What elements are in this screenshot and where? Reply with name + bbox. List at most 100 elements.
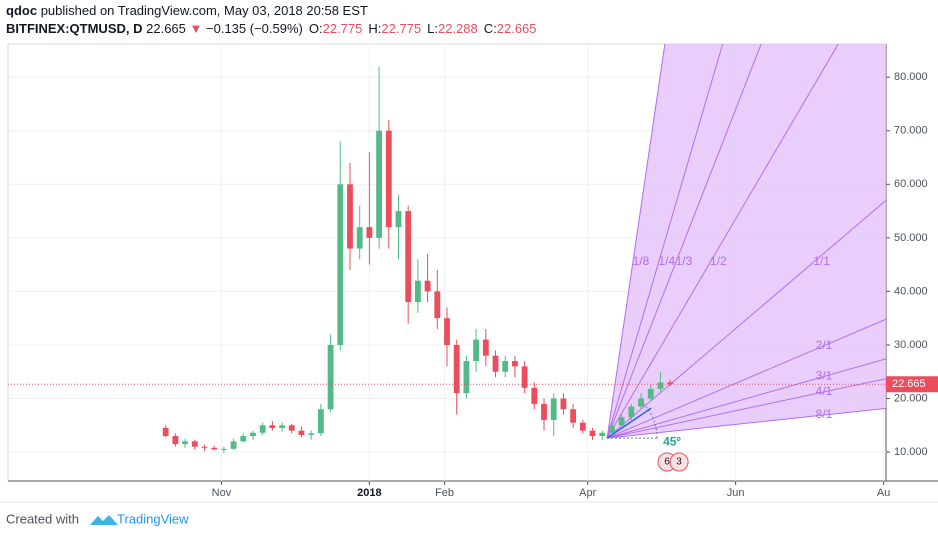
candle-body <box>424 280 431 292</box>
candle-body <box>162 427 169 437</box>
last-price-label: 22.665 <box>892 378 926 390</box>
candle-body <box>317 409 324 434</box>
change: −0.135 (−0.59%) <box>206 21 303 36</box>
ohlc: O:22.775 H:22.775 L:22.288 C:22.665 <box>309 21 537 36</box>
candles <box>8 66 886 454</box>
ohlc-label: O: <box>309 21 323 36</box>
candle-body <box>405 211 412 303</box>
created-with: Created with <box>6 511 79 526</box>
fan-line <box>606 44 762 439</box>
candle-body <box>347 184 353 249</box>
candle-body <box>191 441 198 447</box>
y-tick-label: 40.000 <box>894 285 928 297</box>
published: published on TradingView.com, May 03, 20… <box>41 3 368 18</box>
candle-body <box>230 441 237 449</box>
candle-body <box>512 361 518 367</box>
candle-body <box>259 425 266 433</box>
x-tick-label: Feb <box>435 487 454 499</box>
candle-body <box>308 433 315 435</box>
fan-fill <box>607 44 886 439</box>
candle-body <box>182 441 188 445</box>
candle-body <box>395 211 402 228</box>
candle-body <box>560 398 567 410</box>
candle-body <box>172 436 179 445</box>
candle-body <box>356 227 363 249</box>
candle-body <box>492 355 499 372</box>
angle-label: 45º <box>663 434 681 448</box>
candle-body <box>201 446 208 448</box>
fan-label: 1/3 <box>676 254 693 268</box>
candle-body <box>434 291 441 319</box>
ohlc-value: 22.288 <box>438 21 478 36</box>
y-tick-label: 50.000 <box>894 232 928 244</box>
candle-body <box>570 409 577 423</box>
x-tick-label: Jun <box>727 487 745 499</box>
candle-body <box>531 387 538 404</box>
candle-body <box>250 432 256 437</box>
header-line: qdoc published on TradingView.com, May 0… <box>6 3 368 18</box>
ohlc-label: C: <box>484 21 497 36</box>
ohlc-label: L: <box>427 21 438 36</box>
candle-body <box>521 366 528 388</box>
candle-body <box>385 130 392 228</box>
author[interactable]: qdoc <box>6 3 37 18</box>
fan-label: 1/1 <box>813 254 830 268</box>
candle-body <box>647 388 654 399</box>
fan-line <box>606 44 724 439</box>
fan-line <box>606 44 666 439</box>
trend-line <box>606 407 652 439</box>
candle-body <box>482 339 489 356</box>
candle-body <box>628 406 635 418</box>
fan-label: 1/8 <box>633 254 650 268</box>
tradingview-logo[interactable] <box>90 515 118 525</box>
x-tick-label: Nov <box>212 487 232 499</box>
fan-label: 2/1 <box>816 338 833 352</box>
angle-arc <box>642 402 658 439</box>
x-tick-label: Apr <box>579 487 596 499</box>
event-count: 6 <box>664 457 670 468</box>
y-tick-label: 60.000 <box>894 178 928 190</box>
last-price-box <box>886 376 938 393</box>
axes: 10.000 20.000 30.000 40.000 50.000 60.000 70.0… <box>212 71 938 499</box>
fan-line <box>606 358 886 439</box>
candle-body <box>599 432 606 437</box>
candle-body <box>327 344 334 410</box>
ohlc-value: 22.665 <box>497 21 537 36</box>
tradingview-link[interactable]: TradingView <box>117 511 189 526</box>
fan-line <box>606 44 839 439</box>
candle-body <box>366 227 373 238</box>
y-tick-label: 70.000 <box>894 125 928 137</box>
candle-body <box>589 430 596 437</box>
candle-body <box>463 361 470 394</box>
fan-label: 4/1 <box>816 384 833 398</box>
change-arrow: ▼ <box>190 21 203 36</box>
fan-line <box>607 407 886 439</box>
symbol-line: BITFINEX:QTMUSD, D 22.665 ▼ −0.135 (−0.5… <box>6 21 537 36</box>
candle-body <box>337 184 344 345</box>
price: 22.665 <box>146 21 186 36</box>
x-tick-label: 2018 <box>357 487 381 499</box>
candle-body <box>269 425 276 428</box>
gann-fan[interactable]: 1/8 1/4 1/3 1/2 1/1 2/1 3/14/1 8/1 45º <box>606 44 886 448</box>
candle-body <box>279 425 285 428</box>
candle-body <box>667 382 674 385</box>
candle-body <box>288 425 295 431</box>
ohlc-value: 22.775 <box>381 21 421 36</box>
candle-body <box>376 130 382 238</box>
candle-body <box>550 398 557 420</box>
ohlc-label: H: <box>368 21 381 36</box>
candle-body <box>444 318 450 345</box>
candle-body <box>220 448 227 450</box>
fan-label: 3/1 <box>816 369 833 383</box>
symbol: BITFINEX:QTMUSD, D <box>6 21 143 36</box>
event-badge[interactable] <box>669 452 689 472</box>
fan-line <box>606 378 886 439</box>
y-tick-label: 20.000 <box>894 392 928 404</box>
candle-body <box>638 398 644 407</box>
y-tick-label: 30.000 <box>894 339 928 351</box>
candle-body <box>453 344 460 394</box>
x-tick-label: Au <box>877 487 890 499</box>
fan-label: 1/2 <box>710 254 727 268</box>
